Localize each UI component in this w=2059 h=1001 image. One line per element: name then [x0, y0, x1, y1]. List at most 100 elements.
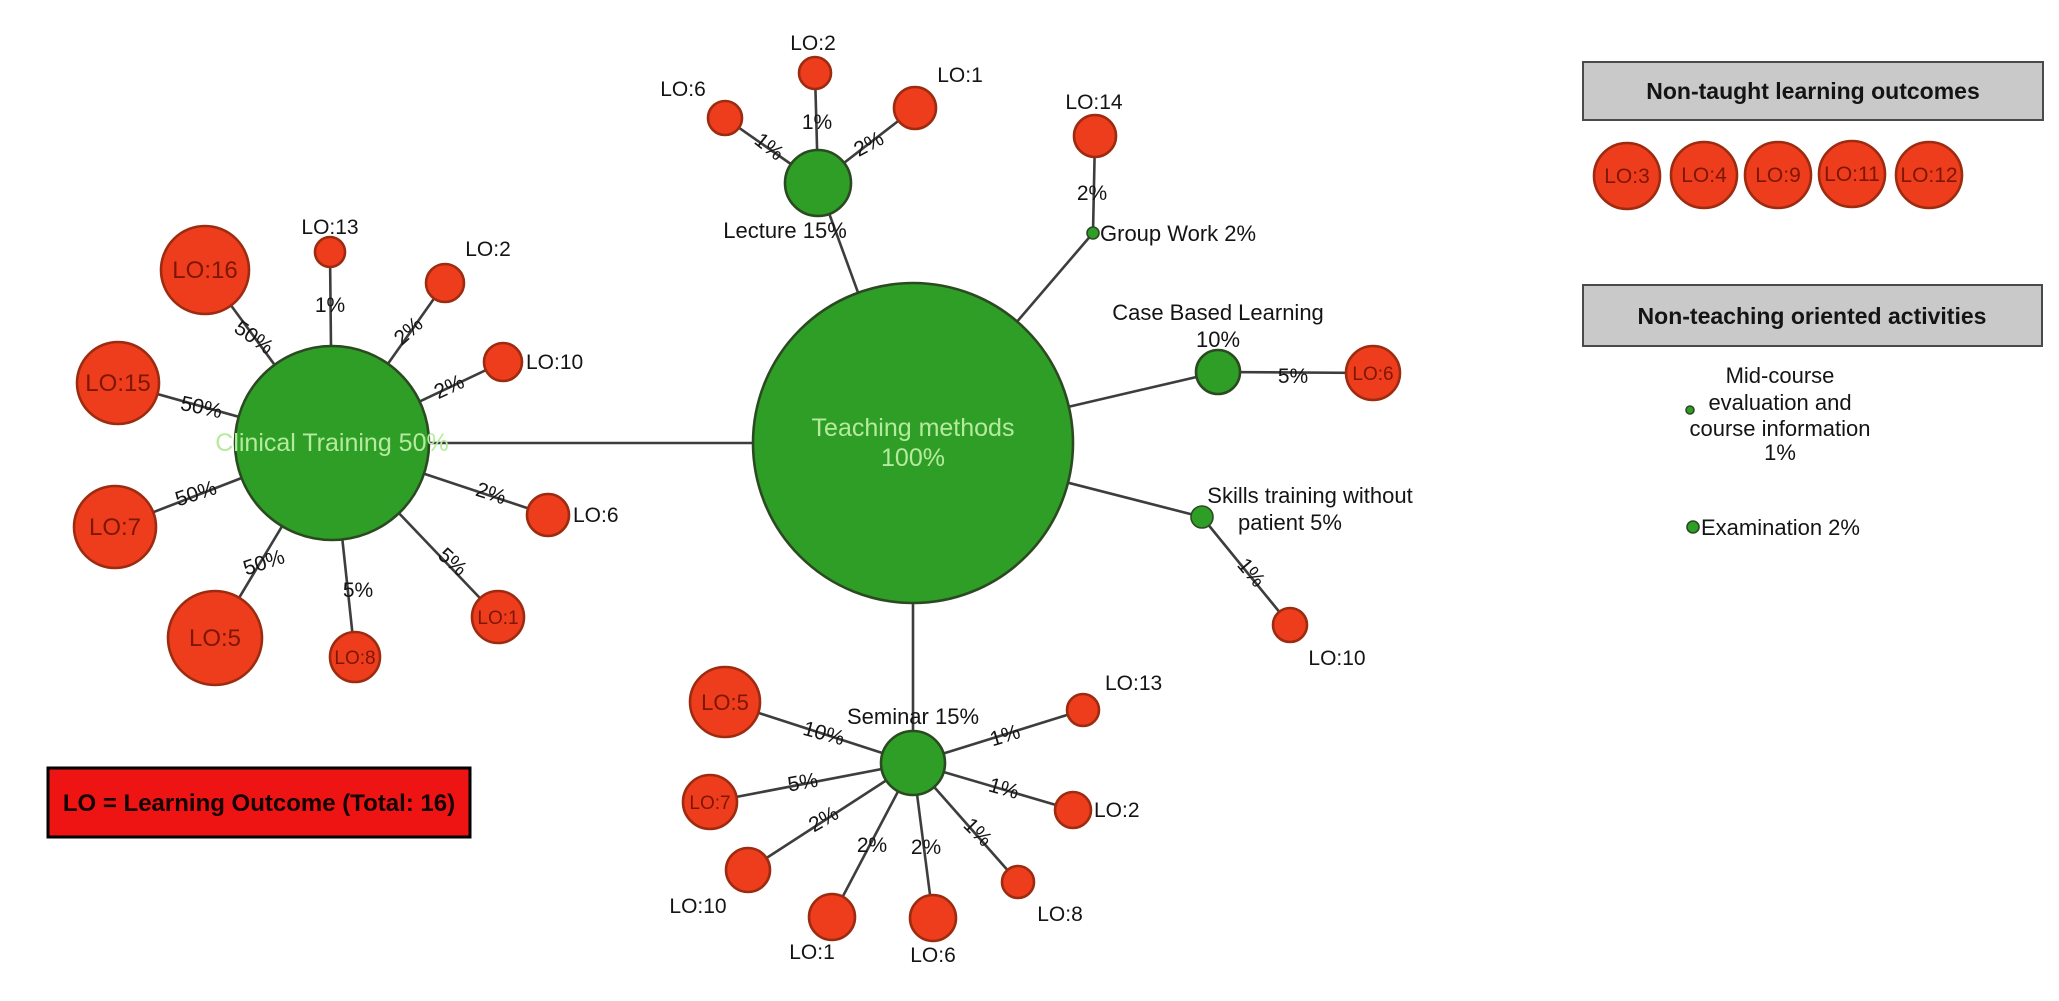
- edge-skills-lo10: [1200, 516, 1292, 626]
- skills-label-line1: Skills training without: [1207, 483, 1412, 508]
- seminar-lo10-node: [724, 846, 772, 894]
- pct-seminar-lo7: 5%: [786, 769, 820, 797]
- teaching-methods-pct: 100%: [881, 444, 945, 472]
- edge-seminar-lo7: [709, 761, 914, 804]
- pct-clinical-lo2: 2%: [390, 312, 428, 349]
- skills-lo10-node: [1271, 606, 1309, 644]
- non-taught-lo11-label: LO:11: [1824, 163, 1880, 186]
- clinical-lo2-label: LO:2: [465, 238, 511, 261]
- skills-training-node: [1190, 505, 1214, 529]
- seminar-lo1-node: [807, 892, 857, 942]
- clinical-lo1-node: [470, 589, 526, 645]
- lecture-lo1-node: [892, 85, 938, 131]
- non-taught-lo12-label: LO:12: [1900, 164, 1957, 187]
- non-taught-lo3-node: [1592, 141, 1662, 211]
- clinical-lo16-label: LO:16: [172, 257, 237, 284]
- mid-course-pct: 1%: [1764, 440, 1796, 465]
- mid-course-line3: course information: [1690, 416, 1871, 441]
- mid-course-line1: Mid-course: [1726, 363, 1835, 388]
- non-taught-header-box: [1582, 61, 2044, 121]
- non-taught-lo12-node: [1894, 140, 1964, 210]
- non-taught-lo9-label: LO:9: [1755, 164, 1801, 187]
- casebased-lo6-node: [1344, 344, 1402, 402]
- non-taught-lo3-label: LO:3: [1604, 165, 1650, 188]
- method-nodes: [233, 148, 1242, 797]
- footnote-panel: LO = Learning Outcome (Total: 16): [46, 766, 472, 839]
- seminar-lo6-label: LO:6: [910, 944, 956, 967]
- pct-clinical-lo13: 1%: [315, 294, 345, 317]
- examination-label: Examination 2%: [1701, 515, 1860, 540]
- clinical-training-label: Clinical Training 50%: [215, 429, 448, 457]
- clinical-lo16-node: [159, 224, 251, 316]
- non-teaching-title: Non-teaching oriented activities: [1638, 303, 1987, 329]
- lo-nodes: [72, 55, 1402, 943]
- seminar-lo2-node: [1053, 790, 1093, 830]
- lecture-lo2-node: [797, 55, 833, 91]
- pct-clinical-lo7: 50%: [172, 476, 219, 511]
- non-taught-panel: Non-taught learning outcomes LO:3 LO:4 L…: [1582, 61, 2044, 211]
- seminar-lo10-label: LO:10: [669, 895, 726, 918]
- clinical-lo13-label: LO:13: [301, 216, 358, 239]
- pct-clinical-lo15: 50%: [178, 392, 224, 423]
- group-work-dot: [1086, 226, 1100, 240]
- pct-lecture-lo2: 1%: [802, 111, 832, 134]
- pct-casebased-lo6: 5%: [1278, 365, 1308, 388]
- case-based-label-line1: Case Based Learning: [1112, 300, 1324, 325]
- seminar-lo6-node: [908, 893, 958, 943]
- clinical-lo15-node: [75, 340, 161, 426]
- clinical-lo13-node: [313, 235, 347, 269]
- pct-groupwork-lo14: 2%: [1077, 182, 1107, 205]
- group-work-label: Group Work 2%: [1100, 221, 1256, 246]
- lecture-lo1-label: LO:1: [937, 64, 983, 87]
- pct-clinical-lo10: 2%: [431, 370, 468, 404]
- clinical-lo8-label: LO:8: [334, 648, 375, 669]
- lecture-lo6-label: LO:6: [660, 78, 706, 101]
- groupwork-lo14-label: LO:14: [1065, 91, 1123, 114]
- seminar-lo13-node: [1065, 692, 1101, 728]
- seminar-lo5-label: LO:5: [701, 690, 749, 715]
- pct-clinical-lo16: 50%: [230, 316, 278, 359]
- method-labels: Teaching methods 100% Clinical Training …: [215, 218, 1412, 729]
- casebased-lo6-label: LO:6: [1352, 364, 1393, 385]
- non-teaching-panel: Non-teaching oriented activities Mid-cou…: [1582, 284, 2043, 540]
- pct-seminar-lo10: 2%: [805, 802, 843, 837]
- pct-clinical-lo8: 5%: [343, 579, 373, 602]
- seminar-lo13-label: LO:13: [1105, 672, 1162, 695]
- clinical-lo8-node: [328, 630, 382, 684]
- seminar-lo8-node: [1000, 864, 1036, 900]
- skills-leaf-edges: [1200, 516, 1292, 626]
- clinical-lo6-label: LO:6: [573, 504, 619, 527]
- footnote-text: LO = Learning Outcome (Total: 16): [63, 790, 455, 817]
- footnote-box: [46, 766, 472, 839]
- mid-course-dot: [1685, 405, 1695, 415]
- seminar-lo2-label: LO:2: [1094, 799, 1140, 822]
- pct-lecture-lo6: 1%: [750, 128, 788, 165]
- non-taught-title: Non-taught learning outcomes: [1646, 78, 1980, 104]
- groupwork-lo14-node: [1072, 113, 1118, 159]
- clinical-lo15-label: LO:15: [85, 370, 150, 397]
- pct-clinical-lo5: 50%: [240, 545, 287, 580]
- non-teaching-header-box: [1582, 284, 2043, 347]
- clinical-training-node: [233, 344, 431, 542]
- lecture-lo6-node: [706, 99, 744, 137]
- pct-seminar-lo1: 2%: [857, 834, 887, 857]
- pct-seminar-lo6: 2%: [911, 836, 941, 859]
- seminar-lo7-node: [681, 773, 739, 831]
- pct-clinical-lo6: 2%: [473, 478, 509, 509]
- clinical-lo10-label: LO:10: [526, 351, 583, 374]
- clinical-lo5-label: LO:5: [189, 625, 241, 652]
- clinical-lo7-node: [72, 484, 158, 570]
- skills-lo10-label: LO:10: [1308, 647, 1365, 670]
- seminar-lo1-label: LO:1: [789, 941, 835, 964]
- skills-label-line2: patient 5%: [1238, 510, 1342, 535]
- examination-dot: [1686, 520, 1700, 534]
- pct-seminar-lo13: 1%: [987, 720, 1023, 751]
- clinical-lo5-node: [166, 589, 264, 687]
- pct-clinical-lo1: 5%: [433, 543, 471, 580]
- teaching-methods-node: [751, 281, 1075, 605]
- clinical-lo6-node: [525, 492, 571, 538]
- non-taught-lo9-node: [1743, 140, 1813, 210]
- case-based-label-line2: 10%: [1196, 327, 1240, 352]
- non-taught-lo11-node: [1817, 139, 1887, 209]
